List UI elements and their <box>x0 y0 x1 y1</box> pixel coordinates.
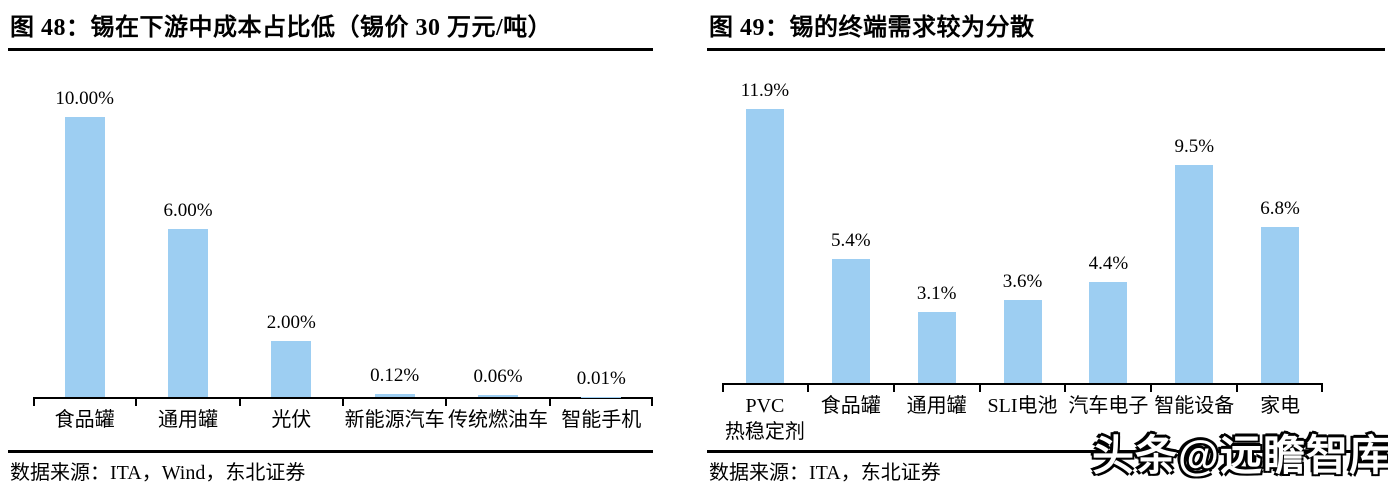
bar-slot: 3.1% <box>894 283 980 383</box>
bar-slot: 11.9% <box>722 80 808 383</box>
category-label: 光伏 <box>271 409 312 431</box>
bar-value-label: 0.06% <box>473 366 523 388</box>
category-label: 食品罐 <box>54 409 115 431</box>
axis-tick <box>892 383 895 392</box>
category-label: 食品罐 <box>820 395 881 417</box>
source-note-fig49: 数据来源：ITA，东北证券 <box>709 462 941 484</box>
bar <box>1089 281 1128 383</box>
axis-tick <box>1064 383 1067 392</box>
bar-value-label: 10.00% <box>55 88 114 109</box>
bar-value-label: 6.8% <box>1260 197 1300 219</box>
bar-slot: 0.06% <box>446 366 549 397</box>
chart-title-fig48: 图 48：锡在下游中成本占比低（锡价 30 万元/吨） <box>8 0 653 51</box>
divider-rule <box>8 450 653 453</box>
axis-tick <box>33 397 35 406</box>
axis-tick <box>238 397 241 406</box>
bar <box>1175 164 1214 383</box>
axis-tick <box>1236 383 1239 392</box>
bar <box>271 341 312 397</box>
bar-slot: 6.00% <box>136 200 239 397</box>
category-label: 通用罐 <box>906 395 967 417</box>
bar-slot: 0.12% <box>343 365 446 397</box>
watermark: 头条@远瞻智库 <box>1092 432 1388 479</box>
bar <box>831 258 870 383</box>
bar-value-label: 5.4% <box>831 229 871 251</box>
bar-slot: 3.6% <box>980 271 1066 383</box>
bar <box>1003 300 1042 383</box>
bar <box>917 311 956 383</box>
bar <box>64 117 105 397</box>
axis-tick <box>548 397 551 406</box>
bar-slot: 2.00% <box>240 312 343 397</box>
axis-tick <box>1150 383 1153 392</box>
category-axis: PVC 热稳定剂 食品罐 通用罐 SLI电池 汽车电子 智能设备 家电 <box>722 385 1323 450</box>
plot-area: 11.9% 5.4% 3.1% 3.6% 4.4% 9.5% 6.8% <box>722 51 1323 392</box>
bar-chart-fig49: 11.9% 5.4% 3.1% 3.6% 4.4% 9.5% 6.8% PVC 热稳定剂 食品罐… <box>707 51 1385 450</box>
bar-value-label: 2.00% <box>266 312 316 333</box>
category-axis: 食品罐 通用罐 光伏 新能源汽车 传统燃油车 智能手机 <box>33 399 653 450</box>
bar-value-label: 6.00% <box>163 200 213 221</box>
category-label: PVC 热稳定剂 <box>724 395 805 443</box>
axis-tick <box>1321 383 1323 392</box>
category-label: 通用罐 <box>157 409 218 431</box>
plot-area: 10.00% 6.00% 2.00% 0.12% 0.06% 0.01% <box>33 51 653 406</box>
category-label: 家电 <box>1260 395 1301 417</box>
bar-slot: 4.4% <box>1065 253 1151 383</box>
bar <box>477 395 518 397</box>
bar-value-label: 3.6% <box>1002 271 1043 293</box>
axis-tick <box>135 397 138 406</box>
bar-slot: 0.01% <box>550 368 653 397</box>
axis-tick <box>342 397 344 406</box>
axis-tick <box>978 383 981 392</box>
bar-value-label: 0.12% <box>370 364 420 386</box>
category-label: 智能设备 <box>1154 395 1235 417</box>
axis-tick <box>722 383 724 392</box>
divider-rule <box>707 450 1385 453</box>
chart-panel-fig48: 图 48：锡在下游中成本占比低（锡价 30 万元/吨） 10.00% 6.00% 2… <box>8 0 653 485</box>
bar-slot: 5.4% <box>808 230 894 383</box>
source-note-fig48: 数据来源：ITA，Wind，东北证券 <box>10 462 306 484</box>
bar <box>167 229 208 397</box>
category-label: SLI电池 <box>987 395 1058 417</box>
bar <box>374 393 415 397</box>
axis-area: 10.00% 6.00% 2.00% 0.12% 0.06% 0.01% 食品罐 通用罐 光伏 新… <box>33 51 653 450</box>
axis-tick <box>651 397 653 406</box>
bar <box>1261 226 1300 383</box>
bar-value-label: 4.4% <box>1088 252 1129 274</box>
bar-value-label: 3.1% <box>916 282 957 304</box>
bar-chart-fig48: 10.00% 6.00% 2.00% 0.12% 0.06% 0.01% 食品罐 通用罐 光伏 新… <box>8 51 653 450</box>
axis-area: 11.9% 5.4% 3.1% 3.6% 4.4% 9.5% 6.8% PVC 热稳定剂 食品罐… <box>722 51 1323 450</box>
axis-tick <box>806 383 809 392</box>
category-label: 智能手机 <box>561 409 642 431</box>
category-label: 传统燃油车 <box>447 409 548 431</box>
category-label: 新能源汽车 <box>344 409 445 431</box>
bar-slot: 6.8% <box>1237 198 1323 383</box>
bar-slot: 9.5% <box>1151 135 1237 383</box>
category-label: 汽车电子 <box>1068 395 1149 417</box>
bar-slot: 10.00% <box>33 88 136 397</box>
bar-value-label: 9.5% <box>1174 135 1215 157</box>
axis-tick <box>445 397 448 406</box>
bar-value-label: 0.01% <box>576 367 626 389</box>
chart-title-fig49: 图 49：锡的终端需求较为分散 <box>707 0 1385 51</box>
bar-value-label: 11.9% <box>740 80 790 102</box>
chart-panel-fig49: 图 49：锡的终端需求较为分散 11.9% 5.4% 3.1% 3.6% 4.4% 9.5… <box>707 0 1385 485</box>
bar <box>745 109 784 383</box>
